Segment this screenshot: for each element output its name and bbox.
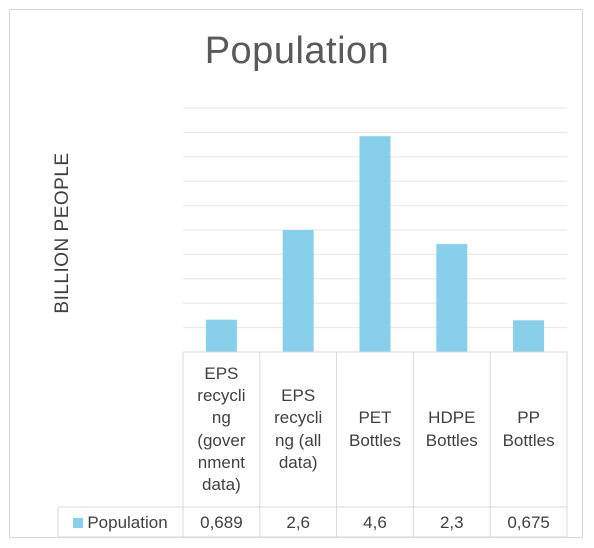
bar: [359, 136, 391, 352]
data-table-value: 2,3: [439, 513, 464, 532]
data-table-value: 4,6: [363, 513, 387, 532]
legend-label: Population: [87, 513, 168, 532]
bar: [436, 244, 468, 352]
category-label: HDPE Bottles: [425, 408, 478, 450]
data-table-value: 0,675: [507, 513, 550, 532]
chart-title: Population: [204, 30, 390, 72]
category-label: PET Bottles: [349, 408, 401, 450]
legend-swatch: [73, 518, 84, 528]
legend-entry: Population: [58, 509, 183, 537]
category-label: EPS recycli ng (all data): [274, 386, 323, 472]
category-label: EPS recycli ng (gover nment data): [197, 364, 246, 494]
data-table-value: 2,6: [286, 513, 311, 532]
bar: [282, 230, 314, 352]
bar: [205, 319, 237, 352]
data-table-value: 0,689: [200, 513, 243, 532]
category-label: PP Bottles: [502, 408, 555, 450]
bar: [513, 320, 545, 352]
